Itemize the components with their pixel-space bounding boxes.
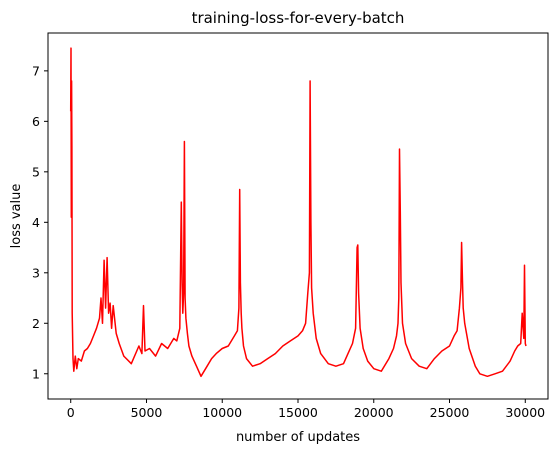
y-tick-label-3: 4	[32, 215, 40, 230]
plot-frame	[47, 32, 549, 400]
y-tick-label-0: 1	[32, 366, 40, 381]
x-tick-label-1: 5000	[131, 405, 163, 420]
x-tick-label-2: 10000	[202, 405, 242, 420]
ticks-group: 0 5000 10000 15000 20000 25000 30000 1 2 3 4 5 6 7	[32, 63, 545, 420]
series-group	[69, 47, 527, 378]
x-tick-label-0: 0	[67, 405, 75, 420]
plot-area	[48, 33, 548, 399]
y-tick-label-4: 5	[32, 164, 40, 179]
y-axis-label: loss value	[9, 184, 24, 249]
x-tick-label-3: 15000	[278, 405, 318, 420]
series-line-0	[69, 47, 527, 378]
y-tick-label-5: 6	[32, 114, 40, 129]
x-axis-label: number of updates	[236, 430, 360, 445]
chart-title: training-loss-for-every-batch	[192, 9, 405, 27]
y-tick-label-2: 3	[32, 265, 40, 280]
y-tick-label-6: 7	[32, 63, 40, 78]
x-tick-label-5: 25000	[430, 405, 470, 420]
x-tick-label-4: 20000	[354, 405, 394, 420]
x-tick-label-6: 30000	[505, 405, 545, 420]
y-tick-label-1: 2	[32, 316, 40, 331]
